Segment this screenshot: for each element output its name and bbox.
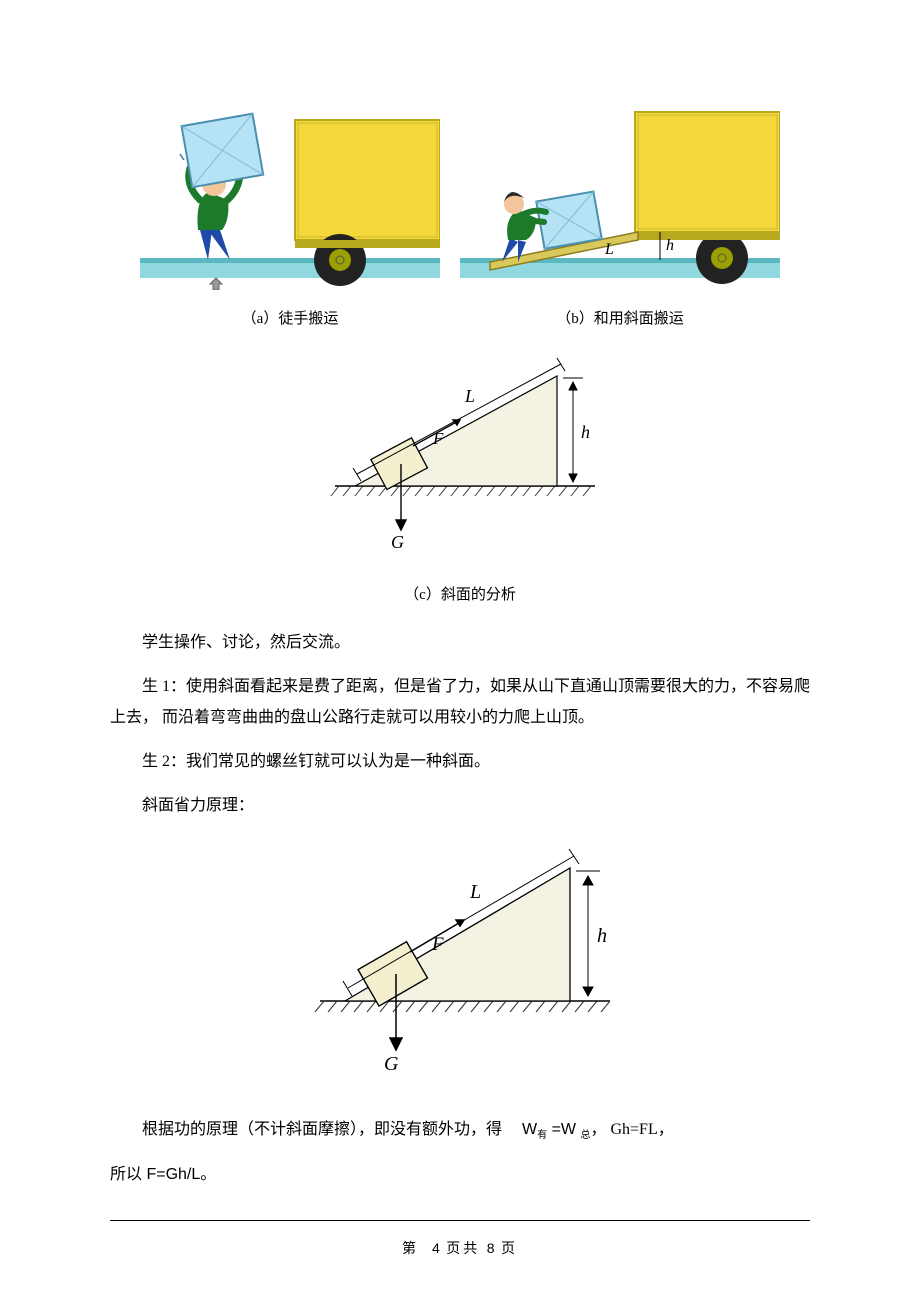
figure-c: F L h G （c）斜面的分析 — [110, 346, 810, 610]
caption-c: （c）斜面的分析 — [110, 581, 810, 610]
figure-panel-a: （a）徒手搬运 — [140, 100, 440, 334]
diagram-c-2: F L h G — [290, 836, 630, 1086]
eq1-W1: W — [522, 1121, 537, 1138]
label-G-c2: G — [384, 1053, 399, 1075]
illustration-a — [140, 100, 440, 290]
para-2: 生 1：使用斜面看起来是费了距离，但是省了力，如果从山下直通山顶需要很大的力，不… — [110, 672, 810, 733]
caption-b: （b）和用斜面搬运 — [460, 305, 780, 334]
label-L-c2: L — [469, 881, 481, 903]
para-3: 生 2：我们常见的螺丝钉就可以认为是一种斜面。 — [110, 747, 810, 777]
footer-rule — [110, 1220, 810, 1221]
label-h-c: h — [581, 422, 590, 442]
para-1: 学生操作、讨论，然后交流。 — [110, 628, 810, 658]
figure-c-repeat: F L h G — [110, 836, 810, 1097]
para-5-pre: 根据功的原理（不计斜面摩擦），即没有额外功，得 — [142, 1121, 502, 1138]
eq1-mid: =W — [547, 1121, 580, 1138]
label-L-b: L — [604, 241, 614, 258]
label-F-c: F — [432, 429, 444, 448]
label-L-c: L — [464, 386, 475, 406]
para-6-text: 所以 F=Gh/L。 — [110, 1166, 216, 1183]
footer-middle: 页共 — [446, 1242, 480, 1257]
figure-row-top: （a）徒手搬运 — [110, 100, 810, 334]
label-G-c: G — [391, 532, 404, 552]
diagram-c: F L h G — [305, 346, 615, 566]
para-6: 所以 F=Gh/L。 — [110, 1160, 810, 1190]
footer-page: 4 — [432, 1240, 440, 1256]
para-4: 斜面省力原理： — [110, 791, 810, 821]
eq1-sub1: 有 — [537, 1130, 547, 1141]
label-F-c2: F — [431, 934, 444, 955]
caption-a: （a）徒手搬运 — [140, 305, 440, 334]
eq1-sub2: 总 — [580, 1130, 590, 1141]
figure-panel-b: L h （b）和用斜面搬运 — [460, 100, 780, 334]
illustration-b: L h — [460, 100, 780, 290]
page-footer: 第 4 页共 8 页 — [110, 1235, 810, 1264]
eq1-tail: ， Gh=FL， — [590, 1121, 673, 1138]
label-h-b: h — [666, 237, 674, 254]
label-h-c2: h — [597, 925, 607, 947]
para-5: 根据功的原理（不计斜面摩擦），即没有额外功，得 W有 =W 总， Gh=FL， — [110, 1115, 810, 1145]
footer-total: 8 — [487, 1240, 495, 1256]
footer-prefix: 第 — [402, 1242, 419, 1257]
footer-suffix: 页 — [501, 1242, 518, 1257]
